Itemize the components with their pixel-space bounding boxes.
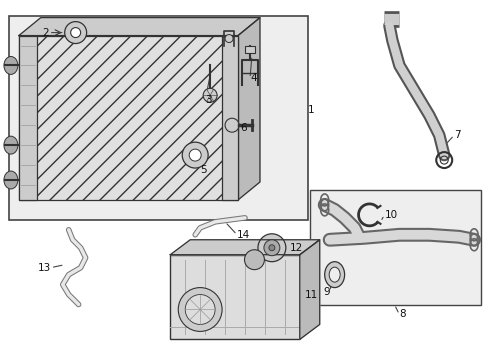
- Ellipse shape: [4, 57, 18, 75]
- Text: 13: 13: [38, 263, 51, 273]
- Text: 10: 10: [384, 210, 397, 220]
- Polygon shape: [238, 18, 260, 200]
- Ellipse shape: [328, 267, 340, 282]
- Bar: [244, 45, 254, 54]
- Polygon shape: [170, 240, 319, 255]
- Circle shape: [189, 149, 201, 161]
- Circle shape: [224, 35, 233, 42]
- Bar: [170, 255, 299, 339]
- Text: 5: 5: [200, 165, 206, 175]
- Bar: [19, 36, 37, 200]
- Bar: [19, 36, 238, 200]
- Ellipse shape: [4, 171, 18, 189]
- Circle shape: [244, 250, 264, 270]
- Circle shape: [71, 28, 81, 37]
- Text: 6: 6: [240, 123, 246, 133]
- Polygon shape: [19, 18, 260, 36]
- Text: 3: 3: [205, 95, 211, 105]
- Circle shape: [203, 88, 217, 102]
- Polygon shape: [299, 240, 319, 339]
- Circle shape: [182, 142, 208, 168]
- Text: 1: 1: [307, 105, 314, 115]
- Bar: [222, 36, 238, 200]
- Circle shape: [258, 234, 285, 262]
- Text: 7: 7: [453, 130, 460, 140]
- Text: 12: 12: [289, 243, 303, 253]
- Text: 4: 4: [249, 73, 256, 84]
- Ellipse shape: [324, 262, 344, 288]
- Text: 8: 8: [399, 310, 405, 319]
- Bar: [309, 190, 480, 305]
- Ellipse shape: [4, 136, 18, 154]
- Circle shape: [185, 294, 215, 324]
- Bar: [9, 15, 307, 220]
- Text: 2: 2: [42, 28, 49, 37]
- Circle shape: [224, 118, 239, 132]
- Circle shape: [64, 22, 86, 44]
- Circle shape: [178, 288, 222, 332]
- Circle shape: [268, 245, 274, 251]
- Circle shape: [264, 240, 279, 256]
- Text: 14: 14: [237, 230, 250, 240]
- Text: 9: 9: [323, 287, 329, 297]
- Text: 11: 11: [304, 289, 317, 300]
